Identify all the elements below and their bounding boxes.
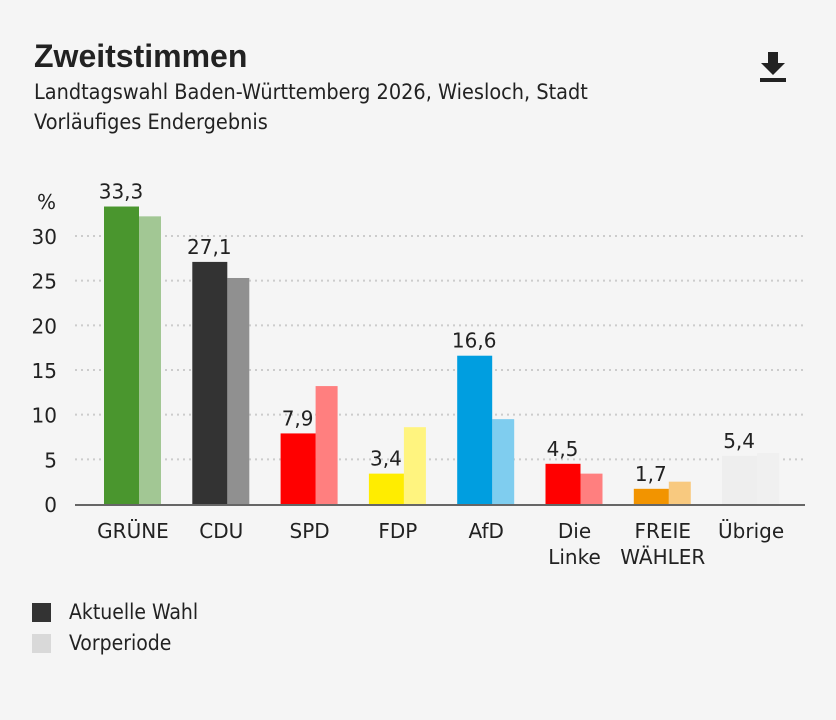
x-tick-label: CDU	[199, 519, 243, 543]
bar-previous	[668, 481, 691, 504]
legend-label: Vorperiode	[69, 631, 172, 655]
data-label: 16,6	[452, 329, 497, 353]
x-tick-label: AfD	[468, 519, 503, 543]
y-axis-label: %	[37, 190, 56, 214]
legend-item-current: Aktuelle Wahl	[32, 600, 198, 624]
y-tick-label: 5	[44, 448, 57, 472]
x-tick-label: WÄHLER	[620, 545, 705, 569]
legend-item-previous: Vorperiode	[32, 631, 171, 655]
bar-previous	[315, 386, 338, 504]
bar-previous	[139, 216, 161, 504]
x-tick-label: SPD	[290, 519, 330, 543]
data-label: 33,3	[99, 180, 144, 204]
data-label: 4,5	[547, 437, 579, 461]
legend-swatch	[32, 633, 51, 653]
x-tick-label: Die	[558, 519, 591, 543]
y-tick-label: 20	[32, 314, 57, 338]
bar-current	[457, 355, 493, 504]
data-label: 1,7	[635, 462, 667, 486]
bar-current	[368, 473, 404, 504]
y-tick-label: 30	[32, 225, 57, 249]
bar-current	[722, 455, 758, 504]
x-tick-label: FREIE	[635, 519, 692, 543]
chart-subtitle: Landtagswahl Baden-Württemberg 2026, Wie…	[34, 80, 588, 104]
legend-swatch	[32, 602, 51, 622]
y-tick-label: 10	[32, 404, 57, 428]
data-label: 27,1	[187, 235, 232, 259]
chart-title: Zweitstimmen	[34, 38, 248, 74]
bar-previous	[580, 473, 603, 504]
bar-chart: 0 5 10 15 20 25 30% 33,3 GRÜNE 27,1 CDU 7,9 SPD 3,4 FD…	[32, 180, 805, 569]
bar-current	[104, 206, 139, 504]
x-tick-label: Linke	[548, 545, 601, 569]
bar-previous	[227, 277, 250, 504]
x-tick-label: Übrige	[718, 519, 784, 543]
y-tick-label: 25	[32, 270, 57, 294]
chart-status: Vorläufiges Endergebnis	[34, 110, 268, 134]
data-label: 5,4	[723, 429, 755, 453]
bar-previous	[492, 419, 515, 504]
download-icon[interactable]	[757, 50, 789, 82]
y-tick-label: 0	[44, 493, 57, 517]
x-tick-label: FDP	[378, 519, 417, 543]
legend-label: Aktuelle Wahl	[69, 600, 199, 624]
bar-previous	[403, 427, 426, 504]
y-tick-label: 15	[32, 359, 57, 383]
x-tick-label: GRÜNE	[97, 519, 169, 543]
bar-current	[280, 433, 316, 504]
bar-current	[192, 261, 228, 504]
bar-previous	[757, 453, 780, 504]
bar-current	[545, 463, 581, 504]
data-label: 7,9	[282, 406, 314, 430]
data-label: 3,4	[370, 447, 402, 471]
bar-current	[633, 488, 669, 504]
